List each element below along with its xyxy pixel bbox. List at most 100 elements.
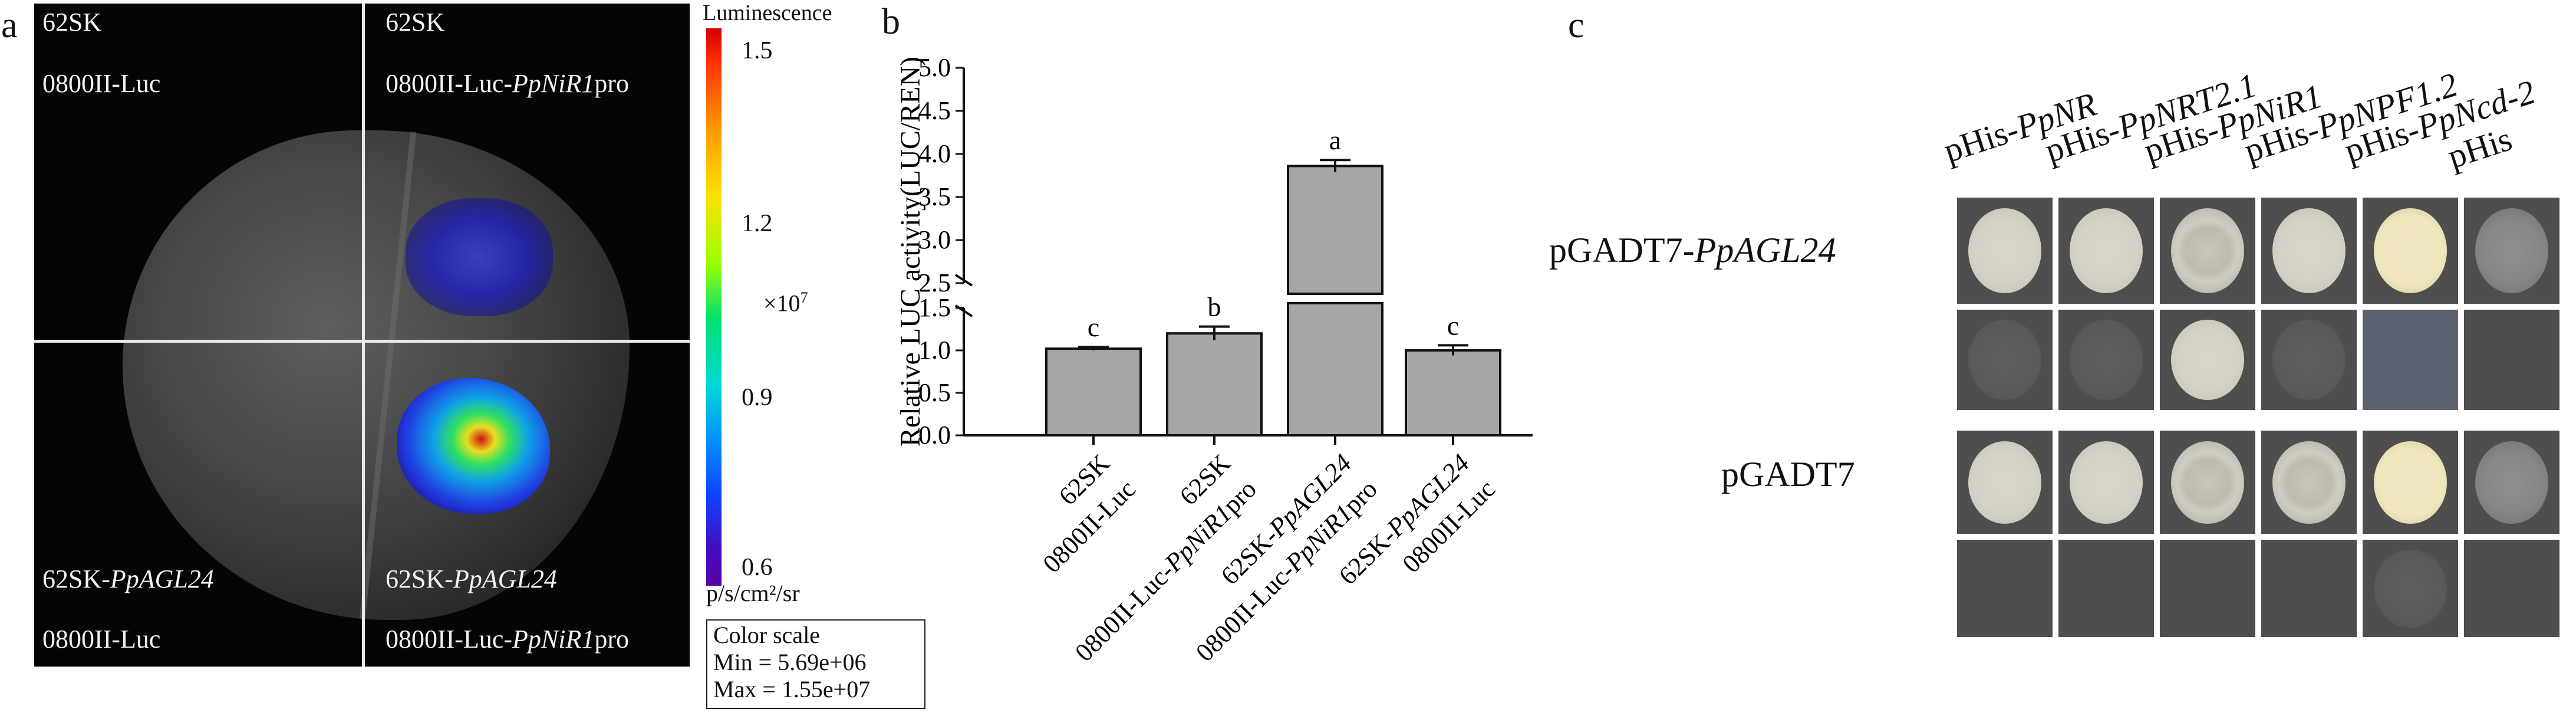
quadrant-divider-vertical — [362, 4, 365, 667]
yeast-colony — [2070, 320, 2143, 400]
label-top-right-line1: 62SK — [386, 8, 445, 37]
y-tick-label: 4.5 — [918, 96, 951, 125]
yeast-colony — [1968, 208, 2041, 293]
plate-cell — [2058, 431, 2154, 534]
significance-label: c — [1088, 312, 1099, 342]
plate-cell — [2160, 310, 2255, 410]
plate-cell — [2363, 198, 2458, 304]
label-top-left-line1: 62SK — [42, 8, 102, 37]
bar — [1287, 302, 1383, 437]
axis-break-mark — [954, 274, 973, 287]
yeast-colony — [1968, 441, 2041, 524]
yeast-colony — [2374, 208, 2447, 293]
yeast-colony — [2070, 441, 2143, 524]
panel-a-letter: a — [1, 5, 18, 45]
plate-cell — [2363, 310, 2458, 410]
label-bottom-left-line1: 62SK-PpAGL24 — [42, 565, 214, 593]
significance-label: b — [1208, 292, 1221, 322]
colorbar-multiplier: ×107 — [763, 289, 808, 317]
y-tick-label: 4.0 — [918, 139, 951, 168]
panel-c-letter: c — [1568, 5, 1585, 45]
yeast-colony — [2070, 208, 2143, 293]
y-tick-label: 3.0 — [918, 225, 951, 254]
color-scale-max: Max = 1.55e+07 — [713, 676, 871, 703]
plate-cell — [2464, 198, 2559, 304]
plate-cell — [2261, 540, 2357, 637]
significance-label: c — [1447, 310, 1459, 340]
y-tick-label: 0.5 — [918, 378, 951, 407]
color-scale-title: Color scale — [713, 622, 821, 648]
yeast-colony — [1968, 320, 2041, 400]
y-tick-label: 0.0 — [918, 421, 951, 449]
yeast-colony — [2475, 208, 2548, 293]
y-tick-label: 1.0 — [918, 336, 951, 365]
label-top-left-line2: 0800II-Luc — [42, 69, 161, 98]
row-label: pGADT7-PpAGL24 — [1549, 231, 1836, 270]
plate-cell — [2058, 198, 2154, 304]
plate-cell — [1957, 431, 2053, 534]
plate-cell — [2464, 540, 2559, 637]
plate-cell — [2261, 310, 2357, 410]
plate-cell — [2464, 310, 2559, 410]
luminescence-signal-bottom-right — [397, 378, 550, 514]
yeast-colony — [2272, 208, 2346, 293]
color-scale-box: Color scale Min = 5.69e+06 Max = 1.55e+0… — [706, 619, 925, 709]
yeast-plate-grid — [1957, 198, 2559, 646]
leaf-image — [123, 130, 630, 620]
bar — [1287, 165, 1383, 295]
yeast-colony — [2171, 320, 2244, 400]
luminescence-image: 62SK 0800II-Luc 62SK 0800II-Luc-PpNiR1pr… — [34, 4, 690, 667]
bar — [1405, 349, 1501, 437]
yeast-colony — [2272, 441, 2346, 524]
colorbar-tick: 1.5 — [742, 37, 773, 64]
plate-cell — [2160, 198, 2255, 304]
plate-cell — [1957, 310, 2053, 410]
yeast-colony — [2363, 310, 2458, 410]
panel-b-letter: b — [882, 2, 900, 42]
yeast-colony — [2374, 549, 2447, 628]
yeast-colony — [2171, 441, 2244, 524]
yeast-colony — [2475, 441, 2548, 524]
plate-cell — [2363, 431, 2458, 534]
plate-cell — [1957, 198, 2053, 304]
colorbar — [706, 28, 722, 586]
luminescence-signal-top-right — [406, 198, 553, 316]
plate-cell — [2160, 540, 2255, 637]
y-tick-label: 5.0 — [918, 53, 951, 82]
label-top-right-line2: 0800II-Luc-PpNiR1pro — [386, 69, 629, 98]
plate-cell — [2058, 310, 2154, 410]
label-bottom-left-line2: 0800II-Luc — [42, 625, 161, 654]
yeast-colony — [2374, 441, 2447, 524]
row-label: pGADT7 — [1721, 455, 1855, 494]
y-tick-label: 1.5 — [918, 293, 951, 322]
y-axis-label: Relative LUC activity(LUC/REN) — [895, 57, 926, 447]
y-tick-label: 3.5 — [918, 182, 951, 211]
plate-cell — [2464, 431, 2559, 534]
colorbar-tick: 1.2 — [742, 210, 773, 237]
plate-cell — [2261, 431, 2357, 534]
color-scale-min: Min = 5.69e+06 — [713, 649, 867, 675]
quadrant-divider-horizontal — [34, 340, 690, 343]
yeast-colony — [2272, 320, 2346, 400]
panel-b: b 0.0 0.5 1.0 1.5 2.5 3.0 3.5 4.0 4.5 5.0 Relative… — [872, 0, 1580, 722]
yeast-colony — [2171, 208, 2244, 293]
bar — [1045, 347, 1142, 437]
panel-c: c pHis-PpNR pHis-PpNRT2.1 pHis-PpNiR1 pHis-… — [1544, 0, 2576, 722]
colorbar-tick: 0.9 — [742, 384, 773, 411]
bar — [1166, 332, 1263, 437]
plate-cell — [2261, 198, 2357, 304]
significance-label: a — [1329, 125, 1341, 155]
label-bottom-right-line2: 0800II-Luc-PpNiR1pro — [386, 625, 629, 654]
colorbar-unit: p/s/cm²/sr — [706, 580, 800, 606]
plate-cell — [2160, 431, 2255, 534]
colorbar-title: Luminescence — [703, 1, 832, 25]
colorbar-tick: 0.6 — [742, 554, 773, 581]
plate-cell — [2058, 540, 2154, 637]
y-tick-label: 2.5 — [918, 268, 951, 297]
plate-cell — [2363, 540, 2458, 637]
plate-cell — [1957, 540, 2053, 637]
panel-a: a 62SK 0800II-Luc 62SK 0800II-Luc-PpNiR1… — [0, 0, 925, 722]
